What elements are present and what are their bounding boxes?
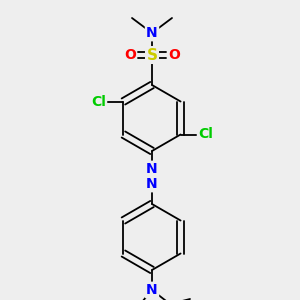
- Text: N: N: [146, 283, 158, 297]
- Text: Cl: Cl: [91, 94, 106, 109]
- Text: N: N: [146, 26, 158, 40]
- Text: N: N: [146, 162, 158, 176]
- Text: N: N: [146, 177, 158, 191]
- Text: Cl: Cl: [198, 128, 213, 142]
- Text: S: S: [146, 47, 158, 62]
- Text: O: O: [124, 48, 136, 62]
- Text: O: O: [168, 48, 180, 62]
